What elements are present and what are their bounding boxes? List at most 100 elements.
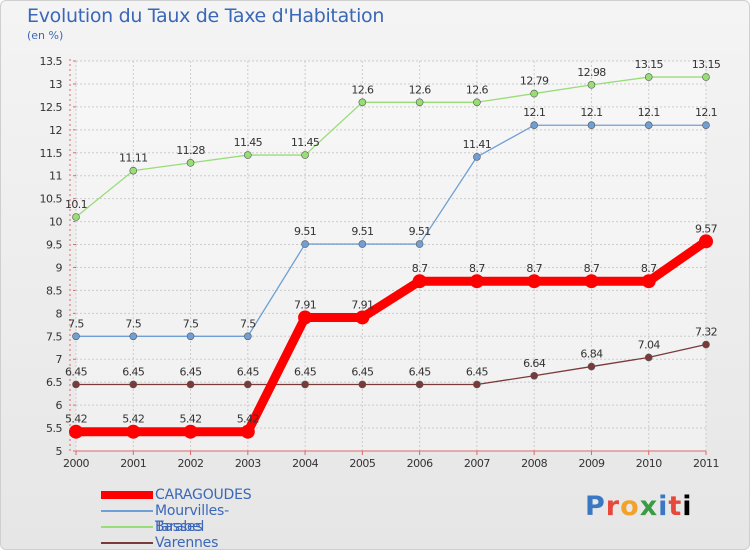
data-point-tarabel — [72, 213, 80, 221]
data-label-caragoudes: 7.91 — [351, 298, 373, 311]
data-label-tarabel: 12.79 — [520, 75, 549, 88]
x-tick-label: 2002 — [178, 457, 204, 470]
data-point-varennes — [587, 362, 596, 371]
data-label-caragoudes: 8.7 — [526, 262, 542, 275]
data-point-caragoudes — [641, 274, 656, 289]
data-point-tarabel — [301, 151, 309, 159]
data-point-mourvilles-basses — [530, 121, 538, 130]
legend-label-caragoudes: CARAGOUDES — [155, 487, 252, 503]
legend-label-tarabel: Tarabel — [155, 519, 205, 535]
data-label-caragoudes: 8.7 — [641, 262, 657, 275]
x-tick-label: 2009 — [578, 457, 604, 470]
y-tick-label: 11.5 — [40, 147, 63, 160]
series-line-caragoudes — [71, 236, 711, 437]
data-point-varennes — [244, 380, 252, 389]
data-point-mourvilles-basses — [301, 240, 309, 248]
x-tick-label: 2007 — [464, 457, 490, 470]
plot-area — [76, 61, 706, 451]
y-tick-label: 12 — [49, 124, 62, 137]
x-tick-label: 2004 — [292, 457, 318, 470]
data-label-mourvilles-basses: 12.1 — [580, 106, 602, 119]
data-label-varennes: 6.45 — [409, 365, 432, 378]
y-tick-label: 7.5 — [46, 330, 62, 343]
data-point-varennes — [530, 371, 538, 380]
data-label-caragoudes: 5.42 — [237, 413, 259, 426]
proxiti-logo: Proxiti — [585, 491, 693, 522]
data-point-varennes — [358, 380, 367, 389]
data-label-mourvilles-basses: 7.5 — [68, 317, 84, 330]
y-tick-label: 8.5 — [46, 284, 62, 297]
y-tick-label: 10 — [49, 216, 62, 229]
data-point-varennes — [702, 340, 710, 349]
data-point-varennes — [644, 353, 653, 362]
y-tick-label: 6 — [56, 399, 63, 412]
data-point-caragoudes — [469, 274, 484, 289]
legend-swatch-mourvilles-basses — [101, 510, 153, 512]
data-label-mourvilles-basses: 9.51 — [351, 225, 373, 238]
data-label-tarabel: 11.28 — [176, 144, 205, 157]
data-label-varennes: 6.45 — [351, 365, 374, 378]
data-label-caragoudes: 8.7 — [469, 262, 485, 275]
data-point-mourvilles-basses — [186, 332, 195, 341]
data-point-caragoudes — [126, 424, 141, 439]
data-label-tarabel: 11.45 — [291, 136, 320, 149]
x-tick-label: 2001 — [120, 457, 146, 470]
data-point-mourvilles-basses — [415, 240, 424, 248]
data-point-tarabel — [415, 98, 424, 107]
data-point-mourvilles-basses — [358, 240, 367, 248]
data-point-caragoudes — [69, 424, 83, 439]
data-point-mourvilles-basses — [702, 121, 710, 130]
chart-subtitle: (en %) — [27, 29, 64, 42]
data-label-caragoudes: 5.42 — [65, 413, 87, 426]
data-label-mourvilles-basses: 12.1 — [695, 106, 717, 119]
data-point-tarabel — [530, 89, 538, 98]
data-label-tarabel: 13.15 — [692, 58, 721, 71]
series-line-mourvilles-basses — [75, 124, 707, 337]
data-label-caragoudes: 8.7 — [584, 262, 600, 275]
data-label-varennes: 6.45 — [65, 365, 88, 378]
legend-swatch-caragoudes — [101, 491, 153, 499]
x-tick-label: 2010 — [636, 457, 662, 470]
data-label-mourvilles-basses: 9.51 — [294, 225, 316, 238]
data-label-tarabel: 11.11 — [119, 152, 148, 165]
data-label-varennes: 7.04 — [638, 338, 661, 351]
data-label-varennes: 6.45 — [466, 365, 489, 378]
data-point-mourvilles-basses — [72, 332, 80, 341]
data-label-mourvilles-basses: 7.5 — [183, 317, 199, 330]
data-label-varennes: 6.45 — [237, 365, 260, 378]
data-label-tarabel: 10.1 — [65, 198, 87, 211]
data-label-varennes: 7.32 — [695, 326, 717, 339]
data-point-varennes — [72, 380, 80, 389]
data-point-caragoudes — [355, 310, 370, 325]
data-point-mourvilles-basses — [129, 332, 138, 341]
data-label-caragoudes: 8.7 — [412, 262, 428, 275]
y-tick-label: 11 — [49, 170, 62, 183]
data-point-tarabel — [473, 98, 481, 107]
data-label-tarabel: 12.98 — [577, 66, 606, 79]
data-point-caragoudes — [699, 234, 713, 249]
x-tick-label: 2011 — [693, 457, 719, 470]
chart-title: Evolution du Taux de Taxe d'Habitation — [27, 5, 385, 27]
y-tick-label: 9 — [56, 261, 63, 274]
legend-label-varennes: Varennes — [155, 535, 219, 550]
y-tick-label: 13.5 — [40, 55, 63, 68]
y-tick-label: 9.5 — [46, 239, 62, 252]
data-label-varennes: 6.84 — [580, 348, 603, 361]
x-tick-label: 2006 — [407, 457, 433, 470]
y-tick-label: 10.5 — [40, 193, 63, 206]
y-tick-label: 8 — [56, 307, 63, 320]
legend-swatch-varennes — [101, 542, 153, 544]
data-label-varennes: 6.64 — [523, 357, 546, 370]
x-tick-label: 2008 — [521, 457, 547, 470]
data-point-tarabel — [129, 166, 138, 175]
y-tick-label: 13 — [49, 78, 62, 91]
y-tick-label: 12.5 — [40, 101, 63, 114]
data-point-caragoudes — [240, 424, 255, 439]
y-tick-label: 6.5 — [46, 376, 62, 389]
data-label-varennes: 6.45 — [294, 365, 317, 378]
data-point-mourvilles-basses — [473, 153, 481, 161]
data-label-mourvilles-basses: 9.51 — [409, 225, 431, 238]
data-point-mourvilles-basses — [244, 332, 252, 341]
